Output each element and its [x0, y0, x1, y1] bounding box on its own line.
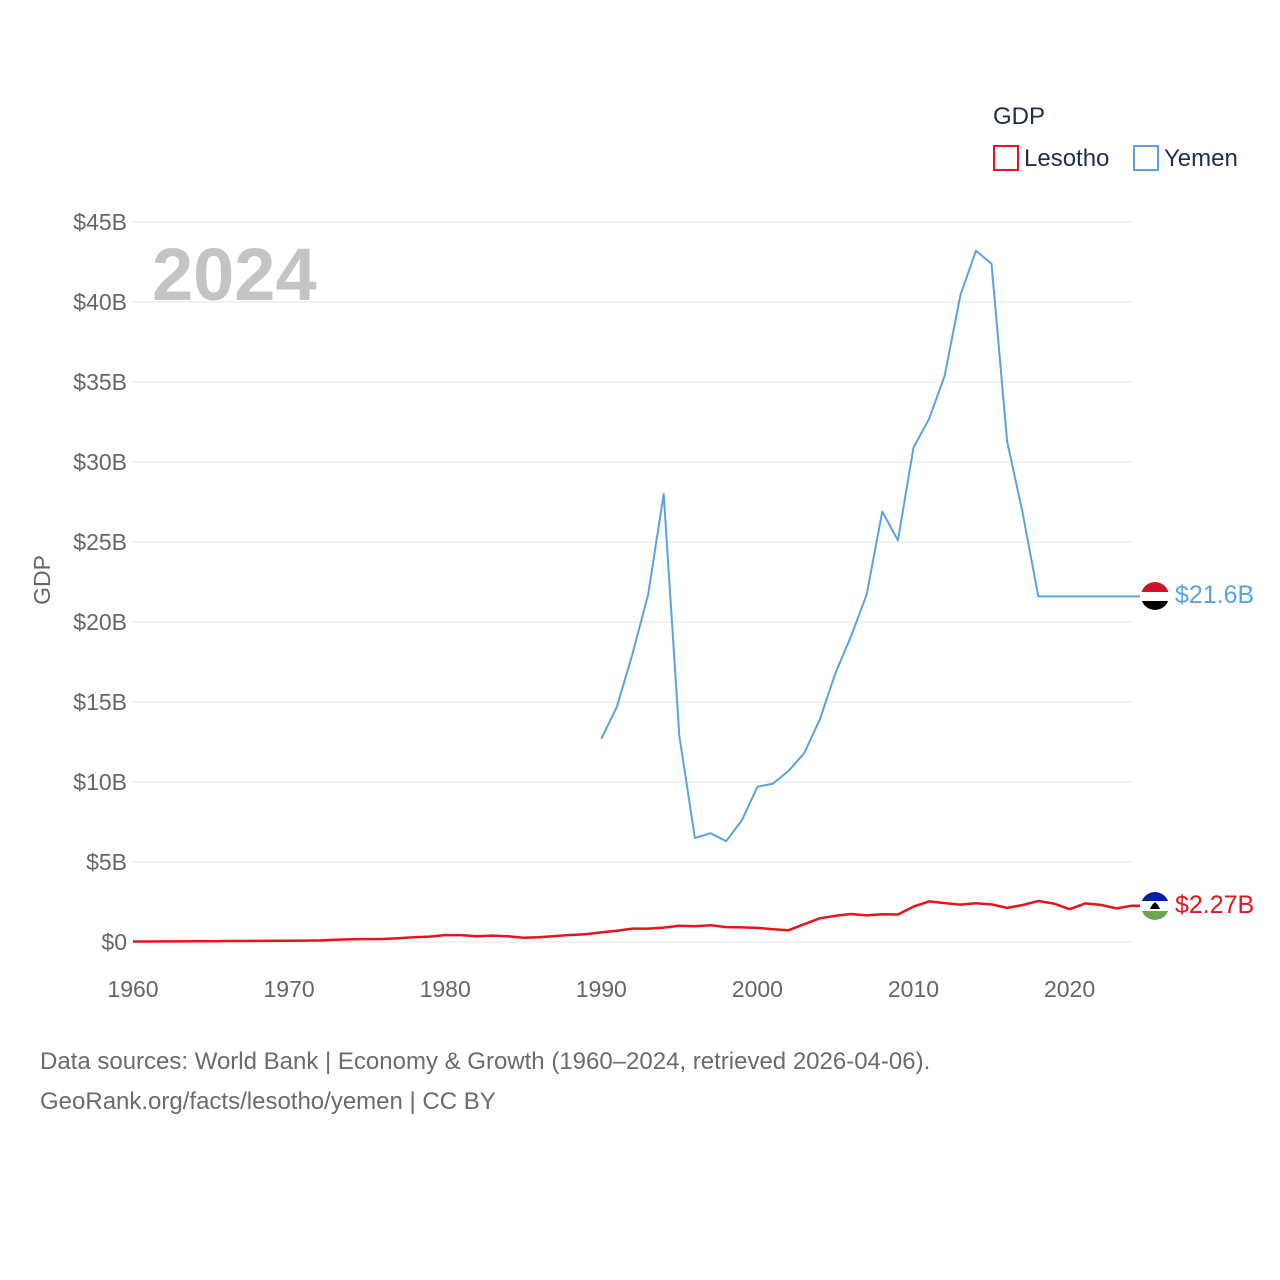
x-tick-label: 2020 — [1044, 976, 1095, 1002]
legend-swatch-yemen — [1133, 145, 1159, 171]
yemen-end-marker: $21.6B — [1141, 581, 1254, 610]
y-tick-label: $35B — [73, 369, 127, 395]
x-tick-label: 1990 — [576, 976, 627, 1002]
y-tick-label: $5B — [86, 849, 127, 875]
y-tick-label: $30B — [73, 449, 127, 475]
x-axis-ticks: 1960 1970 1980 1990 2000 2010 2020 — [107, 976, 1095, 1002]
yemen-flag-icon — [1141, 582, 1169, 610]
y-axis-ticks: $0 $5B $10B $15B $20B $25B $30B $35B $40B $45B — [73, 209, 127, 955]
source-link[interactable]: GeoRank.org/facts/lesotho/yemen | CC BY — [40, 1088, 496, 1115]
footer: Data sources: World Bank | Economy & Gro… — [40, 1042, 930, 1122]
legend-item-lesotho[interactable]: Lesotho — [993, 145, 1109, 172]
gdp-line-chart: $0 $5B $10B $15B $20B $25B $30B $35B $40B $45B 19… — [29, 103, 1254, 1002]
y-tick-label: $40B — [73, 289, 127, 315]
lesotho-end-marker: $2.27B — [1141, 891, 1254, 920]
series-lines — [133, 249, 1140, 943]
x-tick-label: 2000 — [732, 976, 783, 1002]
y-tick-label: $45B — [73, 209, 127, 235]
x-tick-label: 1960 — [107, 976, 158, 1002]
legend: GDP Lesotho Yemen — [993, 103, 1238, 172]
year-label: 2024 — [152, 233, 317, 316]
y-tick-label: $15B — [73, 689, 127, 715]
y-tick-label: $20B — [73, 609, 127, 635]
legend-swatch-lesotho — [993, 145, 1019, 171]
y-tick-label: $10B — [73, 769, 127, 795]
series-line-yemen[interactable] — [600, 249, 1140, 843]
lesotho-end-label: $2.27B — [1175, 891, 1254, 919]
x-tick-label: 2010 — [888, 976, 939, 1002]
x-tick-label: 1980 — [420, 976, 471, 1002]
y-tick-label: $0 — [101, 929, 127, 955]
legend-label-lesotho: Lesotho — [1024, 145, 1109, 172]
data-sources-text: Data sources: World Bank | Economy & Gro… — [40, 1048, 931, 1075]
y-tick-label: $25B — [73, 529, 127, 555]
legend-title: GDP — [993, 103, 1045, 130]
x-tick-label: 1970 — [264, 976, 315, 1002]
grid-lines — [133, 221, 1132, 943]
series-line-lesotho[interactable] — [133, 899, 1140, 943]
legend-item-yemen[interactable]: Yemen — [1133, 145, 1238, 172]
y-axis-label: GDP — [29, 555, 55, 605]
yemen-end-label: $21.6B — [1175, 581, 1254, 609]
lesotho-flag-icon — [1141, 892, 1169, 920]
legend-label-yemen: Yemen — [1164, 145, 1238, 172]
